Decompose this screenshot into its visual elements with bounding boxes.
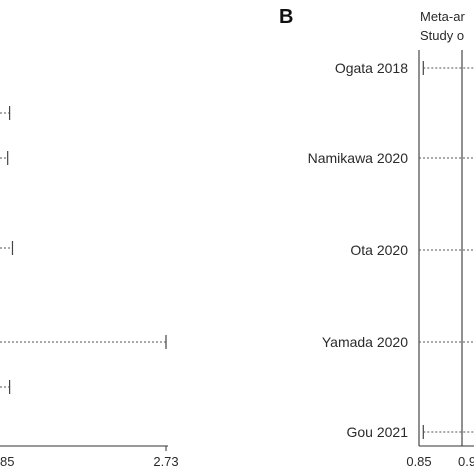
header-text: Meta-ar [420,9,465,24]
study-label: Gou 2021 [347,424,409,440]
x-tick-label: 85 [0,454,14,469]
x-tick-label: 2.73 [153,454,178,469]
panel-b-forest-plot: B Meta-ar Study o Ogata 2018 Namikawa 2020 Ot… [279,6,474,469]
panel-a-forest-plot: 85 2.73 [0,106,179,469]
study-label: Yamada 2020 [322,334,408,350]
study-label: Namikawa 2020 [308,150,409,166]
header-text: Study o [420,28,464,43]
panel-label: B [279,6,293,28]
study-label: Ogata 2018 [335,60,408,76]
x-tick-label: 0.85 [406,454,431,469]
study-label: Ota 2020 [350,242,408,258]
x-tick-label: 0.9 [458,454,474,469]
